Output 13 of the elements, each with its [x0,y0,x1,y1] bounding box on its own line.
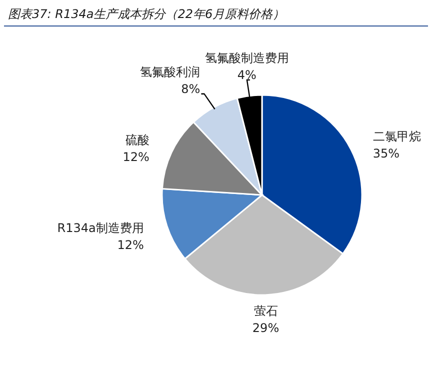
data-label: 4% [237,68,256,82]
data-label: 29% [252,320,280,335]
slice-label: R134a制造费用 [57,221,144,236]
slice-label: 氢氟酸制造费用 [204,50,289,65]
data-label: 12% [117,238,144,252]
slice-label: 萤石 [254,304,278,318]
chart-title: 图表37: R134a生产成本拆分（22年6月原料价格） [8,7,285,21]
slice-label: 硫酸 [125,132,150,147]
slice-label: 二氯甲烷 [372,130,421,144]
slice-label: 氢氟酸利润 [140,64,200,79]
data-label: 8% [181,82,200,96]
data-label: 12% [122,150,150,164]
data-label: 35% [372,146,400,161]
